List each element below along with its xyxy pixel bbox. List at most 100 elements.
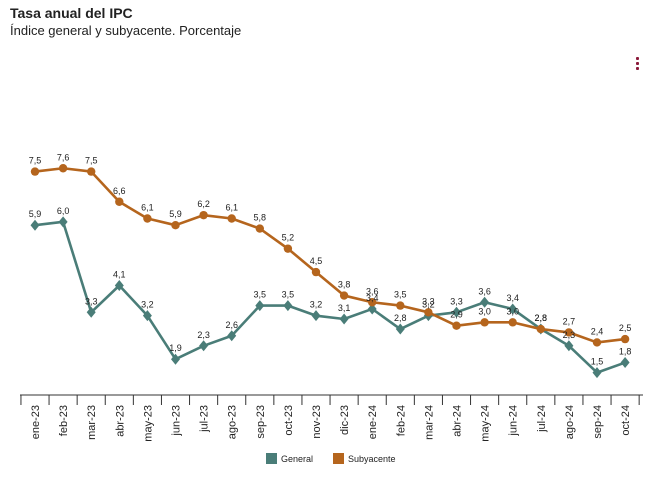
data-label: 2,6 xyxy=(225,320,238,330)
data-point[interactable] xyxy=(114,280,124,291)
data-point[interactable] xyxy=(255,300,265,312)
data-point[interactable] xyxy=(58,216,68,228)
x-tick-label: sep-23 xyxy=(255,405,267,439)
x-tick-label: mar-24 xyxy=(423,405,435,440)
x-tick-label: feb-23 xyxy=(58,405,70,436)
data-label: 4,5 xyxy=(310,256,323,266)
data-point[interactable] xyxy=(311,310,321,322)
data-point[interactable] xyxy=(87,167,96,176)
data-label: 3,8 xyxy=(338,280,351,290)
data-label: 2,3 xyxy=(197,330,210,340)
data-label: 2,8 xyxy=(535,313,548,323)
legend-label-general[interactable]: General xyxy=(281,454,313,464)
data-label: 7,5 xyxy=(85,156,98,166)
x-tick-label: oct-23 xyxy=(283,405,295,436)
data-point[interactable] xyxy=(283,300,293,312)
x-tick-label: ene-23 xyxy=(30,405,42,439)
data-point[interactable] xyxy=(199,210,208,220)
x-tick-label: ago-23 xyxy=(227,405,239,439)
data-label: 2,5 xyxy=(619,323,632,333)
data-label: 3,2 xyxy=(422,300,435,310)
data-label: 4,1 xyxy=(113,270,126,280)
data-label: 3,6 xyxy=(366,286,379,296)
data-point[interactable] xyxy=(368,298,377,307)
data-point[interactable] xyxy=(396,301,405,310)
data-point[interactable] xyxy=(143,214,152,223)
data-point[interactable] xyxy=(620,334,630,344)
x-tick-label: mar-23 xyxy=(86,405,98,440)
series-line-general xyxy=(34,220,626,374)
x-tick-label: dic-23 xyxy=(339,405,351,435)
data-label: 3,2 xyxy=(310,300,323,310)
data-label: 6,1 xyxy=(225,203,238,213)
x-tick-label: ago-24 xyxy=(564,405,576,439)
data-label: 5,8 xyxy=(254,213,267,223)
data-label: 3,6 xyxy=(478,286,491,296)
data-point[interactable] xyxy=(339,291,349,300)
data-label: 3,3 xyxy=(422,296,435,306)
data-point[interactable] xyxy=(142,310,152,322)
x-tick-label: feb-24 xyxy=(395,405,407,436)
data-label: 1,5 xyxy=(591,357,604,367)
data-label: 3,0 xyxy=(478,306,491,316)
data-point[interactable] xyxy=(395,323,405,335)
data-point[interactable] xyxy=(86,306,96,318)
data-label: 2,8 xyxy=(394,313,407,323)
data-label: 2,8 xyxy=(535,313,548,323)
data-point[interactable] xyxy=(564,328,574,337)
data-point[interactable] xyxy=(58,164,68,173)
data-label: 5,9 xyxy=(29,209,42,219)
data-point[interactable] xyxy=(171,221,180,230)
x-tick-label: oct-24 xyxy=(620,405,632,436)
data-label: 1,8 xyxy=(619,347,632,357)
data-point[interactable] xyxy=(199,340,209,352)
data-point[interactable] xyxy=(480,318,489,327)
x-tick-label: may-23 xyxy=(142,405,154,442)
x-tick-label: jun-23 xyxy=(171,405,183,437)
chart-subtitle: Índice general y subyacente. Porcentaje xyxy=(10,23,242,38)
data-point[interactable] xyxy=(592,367,602,379)
data-point[interactable] xyxy=(171,353,180,365)
legend-swatch-subyacente[interactable] xyxy=(333,453,344,464)
data-point[interactable] xyxy=(620,357,630,369)
data-point[interactable] xyxy=(452,321,461,330)
data-point[interactable] xyxy=(508,303,518,315)
data-point[interactable] xyxy=(367,303,377,315)
x-tick-label: jun-24 xyxy=(508,405,520,437)
data-point[interactable] xyxy=(30,167,40,176)
data-label: 3,4 xyxy=(506,293,519,303)
data-point[interactable] xyxy=(536,324,545,334)
data-label: 7,6 xyxy=(57,152,70,162)
data-point[interactable] xyxy=(452,306,461,318)
chart-menu-icon[interactable] xyxy=(634,56,642,72)
legend-swatch-general[interactable] xyxy=(266,453,277,464)
data-label: 3,3 xyxy=(85,296,98,306)
data-point[interactable] xyxy=(564,340,574,352)
data-label: 6,1 xyxy=(141,203,154,213)
data-point[interactable] xyxy=(283,244,293,253)
data-point[interactable] xyxy=(30,219,40,231)
data-label: 2,3 xyxy=(563,330,576,340)
data-point[interactable] xyxy=(115,197,124,206)
data-point[interactable] xyxy=(227,214,236,223)
data-label: 3,5 xyxy=(282,290,295,300)
x-tick-label: sep-24 xyxy=(592,405,604,439)
legend-label-subyacente[interactable]: Subyacente xyxy=(348,454,396,464)
x-tick-label: abr-23 xyxy=(114,405,126,437)
data-label: 3,5 xyxy=(254,290,267,300)
data-label: 2,7 xyxy=(563,316,576,326)
data-point[interactable] xyxy=(227,330,237,342)
data-point[interactable] xyxy=(311,267,321,277)
data-point[interactable] xyxy=(480,296,490,308)
data-point[interactable] xyxy=(592,338,602,347)
data-point[interactable] xyxy=(339,313,349,325)
data-label: 6,6 xyxy=(113,186,126,196)
x-tick-label: may-24 xyxy=(480,405,492,442)
x-tick-label: jul-24 xyxy=(536,405,548,433)
data-point[interactable] xyxy=(255,224,264,233)
data-label: 3,5 xyxy=(394,290,407,300)
data-label: 6,2 xyxy=(197,199,210,209)
data-point[interactable] xyxy=(508,318,517,327)
chart-title: Tasa anual del IPC xyxy=(10,5,133,21)
data-point[interactable] xyxy=(424,308,433,317)
